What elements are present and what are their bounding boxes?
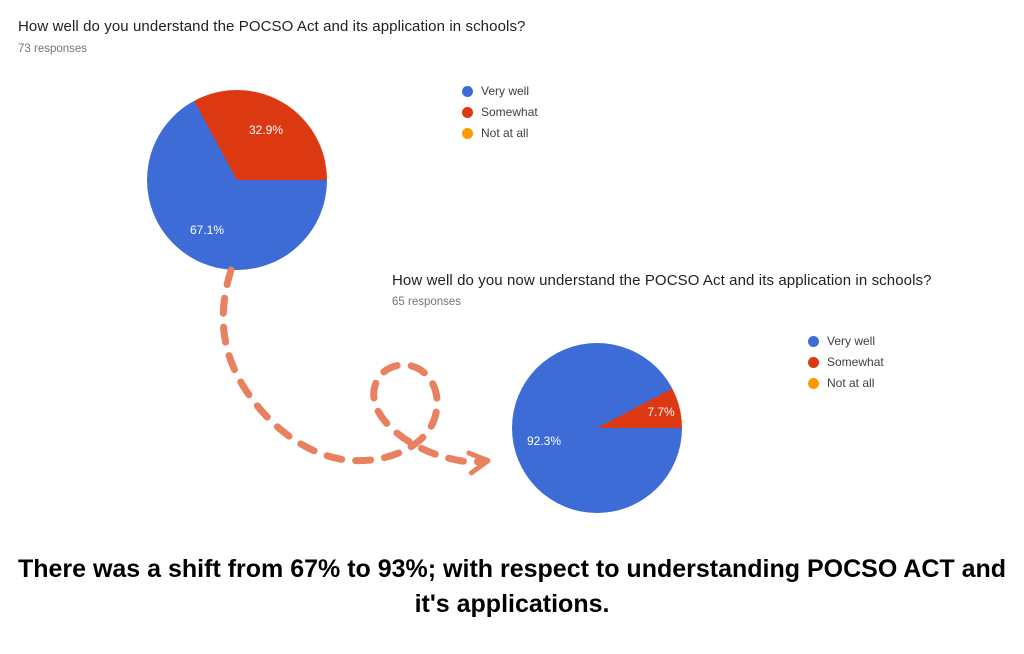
legend1-dot-not-at-all-icon <box>462 127 473 139</box>
legend1-item-somewhat: Somewhat <box>462 105 538 119</box>
legend2-dot-somewhat-icon <box>808 356 819 368</box>
legend1-dot-somewhat-icon <box>462 106 473 118</box>
pie-chart-before: 32.9% 67.1% <box>147 90 327 270</box>
chart2-question-title: How well do you now understand the POCSO… <box>392 272 932 289</box>
legend1-item-very-well: Very well <box>462 84 538 98</box>
legend1-label-somewhat: Somewhat <box>481 105 538 119</box>
pie2-slice-label-somewhat: 7.7% <box>647 405 675 419</box>
legend2-item-somewhat: Somewhat <box>808 355 884 369</box>
legend2-item-not-at-all: Not at all <box>808 376 884 390</box>
legend2-dot-not-at-all-icon <box>808 377 819 389</box>
legend2-label-somewhat: Somewhat <box>827 355 884 369</box>
chart1-question-title: How well do you understand the POCSO Act… <box>18 18 526 35</box>
caption-text: There was a shift from 67% to 93%; with … <box>17 555 1007 618</box>
chart1-response-count: 73 responses <box>18 43 88 55</box>
legend2-label-not-at-all: Not at all <box>827 376 875 390</box>
legend2-dot-very-well-icon <box>808 335 819 347</box>
chart2-legend: Very well Somewhat Not at all <box>808 334 884 390</box>
pie-chart-after: 92.3% 7.7% <box>512 343 682 513</box>
legend2-item-very-well: Very well <box>808 334 884 348</box>
legend2-label-very-well: Very well <box>827 334 876 348</box>
pie2-slice-label-very-well: 92.3% <box>526 434 562 448</box>
legend1-item-not-at-all: Not at all <box>462 126 538 140</box>
chart1-legend: Very well Somewhat Not at all <box>462 84 538 140</box>
legend1-label-very-well: Very well <box>481 84 530 98</box>
legend1-dot-very-well-icon <box>462 85 473 97</box>
pie1-slice-label-very-well: 67.1% <box>189 223 225 237</box>
pie1-slice-label-somewhat: 32.9% <box>248 123 284 137</box>
legend1-label-not-at-all: Not at all <box>481 126 529 140</box>
chart2-response-count: 65 responses <box>392 296 462 308</box>
